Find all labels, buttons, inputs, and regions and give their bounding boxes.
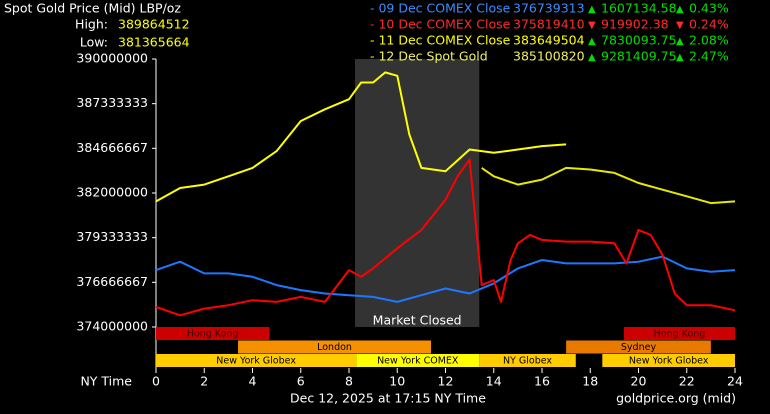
- session-bar: [356, 354, 480, 367]
- x-tick-label: 2: [200, 374, 208, 389]
- low-label: Low:: [80, 35, 108, 50]
- high-value: 389864512: [118, 17, 190, 32]
- high-label: High:: [75, 17, 108, 32]
- x-tick-label: 12: [438, 374, 454, 389]
- legend-change: 1607134.58: [601, 1, 677, 16]
- source: goldprice.org (mid): [616, 391, 736, 406]
- legend-close: 383649504: [513, 33, 585, 48]
- legend-close: 385100820: [513, 49, 585, 64]
- legend-change: 919902.38: [601, 17, 669, 32]
- session-label: Hong Kong: [654, 329, 706, 340]
- legend-arrow: ▲: [588, 52, 596, 63]
- legend-arrow: ▲: [676, 4, 684, 15]
- price-line: [481, 166, 736, 205]
- session-label: London: [317, 342, 352, 353]
- legend-name: - 10 Dec COMEX Close: [370, 17, 511, 32]
- low-value: 381365664: [118, 35, 190, 50]
- x-tick-label: 20: [631, 374, 647, 389]
- session-bar: [479, 354, 576, 367]
- price-line: [155, 255, 736, 303]
- x-tick-label: 14: [486, 374, 502, 389]
- chart-title: Spot Gold Price (Mid) LBP/oz: [4, 1, 181, 16]
- y-tick-label: 390000000: [76, 51, 148, 66]
- legend-arrow: ▲: [676, 36, 684, 47]
- legend-close: 376739313: [513, 1, 585, 16]
- legend-arrow: ▼: [676, 20, 684, 31]
- x-tick-label: 10: [389, 374, 405, 389]
- legend-percent: 0.24%: [689, 17, 729, 32]
- legend-percent: 2.08%: [689, 33, 729, 48]
- legend-change: 7830093.75: [601, 33, 677, 48]
- session-label: NY Globex: [503, 356, 552, 367]
- legend-arrow: ▲: [588, 36, 596, 47]
- legend-name: - 11 Dec COMEX Close: [370, 33, 511, 48]
- legend-arrow: ▲: [676, 52, 684, 63]
- legend-arrow: ▲: [588, 4, 596, 15]
- session-label: Hong Kong: [187, 329, 239, 340]
- timestamp: Dec 12, 2025 at 17:15 NY Time: [290, 391, 486, 406]
- x-tick-label: 0: [152, 374, 160, 389]
- market-closed-band: [355, 59, 480, 327]
- session-bar: [602, 354, 735, 367]
- x-tick-label: 22: [679, 374, 695, 389]
- legend-name: - 09 Dec COMEX Close: [370, 1, 511, 16]
- legend-arrow: ▼: [588, 20, 596, 31]
- session-bar: [624, 327, 735, 340]
- price-line: [155, 71, 567, 203]
- price-line: [155, 158, 736, 317]
- y-tick-label: 387333333: [76, 95, 148, 110]
- session-bar: [238, 340, 432, 354]
- session-label: New York COMEX: [377, 356, 459, 367]
- session-bar: [156, 327, 270, 340]
- y-tick-label: 379333333: [76, 229, 148, 244]
- session-bar: [156, 354, 357, 367]
- legend-name: - 12 Dec Spot Gold: [370, 49, 488, 64]
- y-tick-label: 376666667: [76, 274, 148, 289]
- market-closed-label: Market Closed: [373, 313, 462, 328]
- session-bar: [566, 340, 711, 354]
- x-axis-label: NY Time: [80, 374, 132, 389]
- x-tick-label: 16: [534, 374, 550, 389]
- y-tick-label: 374000000: [76, 319, 148, 334]
- y-tick-label: 382000000: [76, 185, 148, 200]
- x-tick-label: 6: [297, 374, 305, 389]
- x-tick-label: 8: [345, 374, 353, 389]
- x-tick-label: 24: [727, 374, 743, 389]
- legend-percent: 0.43%: [689, 1, 729, 16]
- x-tick-label: 4: [249, 374, 257, 389]
- x-tick-label: 18: [582, 374, 598, 389]
- legend-percent: 2.47%: [689, 49, 729, 64]
- legend-change: 9281409.75: [601, 49, 677, 64]
- session-label: Sydney: [621, 342, 657, 353]
- y-tick-label: 384666667: [76, 140, 148, 155]
- session-label: New York Globex: [629, 356, 709, 367]
- legend-close: 375819410: [513, 17, 585, 32]
- session-label: New York Globex: [216, 356, 296, 367]
